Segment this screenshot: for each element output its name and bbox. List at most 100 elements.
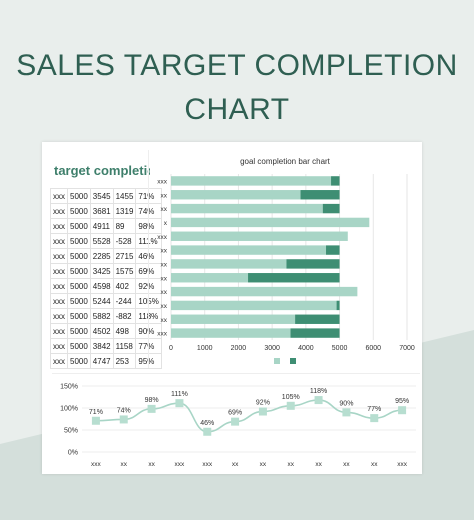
category-label: xx	[161, 317, 168, 324]
table-cell: xxx	[50, 188, 68, 204]
data-label: 95%	[395, 398, 409, 405]
table-cell: 1575	[112, 263, 137, 279]
table-cell: 5000	[67, 233, 91, 249]
x-tick-label: 5000	[332, 345, 348, 352]
table-cell: 4598	[89, 278, 114, 294]
category-label: xx	[161, 192, 168, 199]
category-label: xx	[260, 461, 267, 468]
bar	[171, 286, 358, 297]
y-tick-label: 150%	[60, 384, 78, 391]
category-label: xx	[161, 248, 168, 255]
data-label: 118%	[310, 388, 327, 395]
data-point	[175, 399, 184, 408]
x-tick-label: 1000	[197, 345, 213, 352]
line-chart-panel: 0% 50% 100% 150% 71% xxx 74% xx 98% xx 111% xxx 46% x…	[52, 373, 420, 470]
bar	[171, 314, 296, 324]
bar	[171, 245, 327, 255]
table-cell: 4502	[89, 323, 114, 339]
table-cell: 5000	[67, 263, 91, 279]
table-cell: xxx	[50, 218, 68, 234]
table-row: xxx 5000 5882 -882 118%	[50, 308, 162, 324]
category-label: xx	[161, 289, 168, 296]
data-label: 90%	[339, 400, 353, 407]
table-cell: 5000	[67, 218, 91, 234]
category-label: xxx	[397, 461, 408, 468]
table-cell: 3545	[89, 188, 114, 204]
table-cell: xxx	[50, 323, 68, 339]
table-cell: 89	[112, 218, 137, 234]
table-row: xxx 5000 3545 1455 71%	[50, 188, 162, 204]
table-cell: xxx	[50, 263, 68, 279]
bar	[171, 273, 249, 283]
table-cell: 2715	[112, 248, 137, 264]
x-tick-label: 2000	[231, 345, 247, 352]
table-cell: 498	[112, 323, 137, 339]
table-cell: 5244	[89, 293, 114, 309]
data-label: 111%	[171, 391, 188, 398]
data-label: 69%	[228, 410, 242, 417]
table-cell: xxx	[50, 293, 68, 309]
table-cell: 5000	[67, 248, 91, 264]
bar	[290, 328, 340, 338]
x-tick-label: 3000	[264, 345, 280, 352]
data-label: 46%	[200, 420, 214, 427]
data-point	[231, 417, 240, 426]
category-label: x	[164, 220, 168, 227]
bar	[171, 328, 291, 338]
page-title-line-2: CHART	[184, 93, 290, 126]
data-point	[119, 415, 128, 424]
table-cell: 1455	[112, 188, 137, 204]
legend-swatch	[274, 358, 280, 364]
bar	[295, 314, 340, 324]
table-cell: xxx	[50, 278, 68, 294]
x-tick-label: 4000	[298, 345, 314, 352]
data-label: 71%	[89, 409, 103, 416]
category-label: xx	[121, 461, 128, 468]
table-row: xxx 5000 2285 2715 46%	[50, 248, 162, 264]
table-cell: 5000	[67, 278, 91, 294]
table-cell: -528	[112, 233, 137, 249]
table-cell: 5000	[67, 338, 91, 354]
table-row: xxx 5000 5528 -528 111%	[50, 233, 162, 249]
table-cell: 5000	[67, 293, 91, 309]
bar	[171, 259, 287, 269]
bar	[326, 245, 340, 255]
table-cell: 5882	[89, 308, 114, 324]
table-cell: 3842	[89, 338, 114, 354]
x-tick-label: 6000	[365, 345, 381, 352]
category-label: xx	[288, 461, 295, 468]
bar	[171, 203, 323, 214]
bar	[322, 203, 340, 214]
data-point	[342, 408, 351, 417]
table-cell: 5000	[67, 353, 91, 369]
y-tick-label: 100%	[60, 406, 78, 413]
data-label: 105%	[282, 394, 300, 401]
table-row: xxx 5000 3842 1158 77%	[50, 338, 162, 354]
category-label: xxx	[157, 331, 168, 338]
bar	[171, 190, 301, 200]
bar	[336, 300, 340, 311]
category-label: xx	[232, 461, 239, 468]
bar-chart-panel: goal completion bar chart 0 1000 2000 3000 40…	[148, 150, 421, 368]
data-label: 74%	[117, 407, 131, 414]
table-cell: 3681	[89, 203, 114, 219]
data-point	[398, 406, 407, 415]
data-point	[91, 416, 100, 425]
category-label: xx	[161, 206, 168, 213]
bar-chart-title: goal completion bar chart	[240, 157, 331, 166]
goal-completion-bar-chart: goal completion bar chart 0 1000 2000 3000 40…	[157, 157, 415, 364]
category-label: xx	[161, 275, 168, 282]
category-label: xxx	[157, 178, 168, 185]
data-point	[258, 407, 267, 416]
table-cell: 253	[112, 353, 137, 369]
table-cell: 402	[112, 278, 137, 294]
table-cell: 5528	[89, 233, 114, 249]
bar	[286, 259, 340, 269]
table-cell: 5000	[67, 203, 91, 219]
category-label: xx	[161, 261, 168, 268]
data-point	[370, 414, 379, 423]
table-cell: xxx	[50, 203, 68, 219]
table-cell: 1319	[112, 203, 137, 219]
table-row: xxx 5000 3681 1319 74%	[50, 203, 162, 219]
category-label: xxx	[91, 461, 102, 468]
